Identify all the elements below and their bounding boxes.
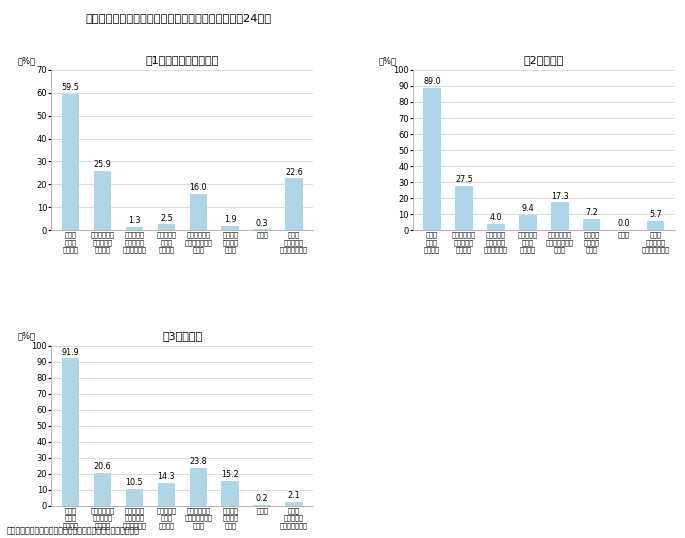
Bar [487,224,505,230]
Text: 9.4: 9.4 [521,204,534,213]
Text: 4.0: 4.0 [490,213,502,222]
Bar [190,194,207,230]
Bar [94,473,111,506]
Title: （1）小学校４～６年生: （1）小学校４～６年生 [146,55,219,65]
Bar [423,88,440,230]
Text: 15.2: 15.2 [221,470,239,479]
Text: 59.5: 59.5 [62,83,79,92]
Text: 25.9: 25.9 [94,160,112,169]
Bar [286,179,303,230]
Text: 1.3: 1.3 [128,216,140,225]
Text: （出典）内閣府「青少年のインターネット利用環境実態調査」: （出典）内閣府「青少年のインターネット利用環境実態調査」 [7,526,140,535]
Title: （2）中学生: （2）中学生 [523,55,564,65]
Bar [286,502,303,506]
Bar [551,202,569,230]
Text: 第1-6-16図: 第1-6-16図 [18,13,68,23]
Text: 14.3: 14.3 [158,472,175,481]
Bar [221,226,239,230]
Text: 1.9: 1.9 [224,215,236,224]
Bar [647,221,664,230]
Bar [190,468,207,506]
Text: インターネットの危険性に関する学習の経験（平成24年）: インターネットの危険性に関する学習の経験（平成24年） [86,13,272,23]
Bar [125,227,143,230]
Text: 0.2: 0.2 [256,494,269,504]
Bar [125,489,143,506]
Text: （%）: （%） [379,56,397,65]
Text: 0.0: 0.0 [617,219,630,228]
Bar [158,224,175,230]
Text: 2.5: 2.5 [160,214,173,223]
Text: 7.2: 7.2 [585,208,598,217]
Text: 23.8: 23.8 [190,457,207,466]
Text: （%）: （%） [17,56,36,65]
Text: 2.1: 2.1 [288,491,301,500]
Text: 0.3: 0.3 [256,218,269,228]
Bar [94,171,111,230]
Text: 22.6: 22.6 [285,167,303,176]
Bar [455,186,473,230]
Text: 5.7: 5.7 [649,210,662,219]
Bar [62,94,79,230]
Text: 91.9: 91.9 [62,348,79,357]
Bar [583,218,601,230]
Text: 10.5: 10.5 [125,478,143,487]
Text: （%）: （%） [17,332,36,341]
Bar [158,483,175,506]
Text: 17.3: 17.3 [551,192,569,201]
Text: 16.0: 16.0 [190,182,207,192]
Text: 27.5: 27.5 [455,175,473,184]
Bar [62,358,79,506]
Text: 20.6: 20.6 [94,462,111,471]
Text: 89.0: 89.0 [423,76,440,86]
Bar [221,482,239,506]
Bar [519,215,536,230]
Title: （3）高校生: （3）高校生 [162,330,202,341]
